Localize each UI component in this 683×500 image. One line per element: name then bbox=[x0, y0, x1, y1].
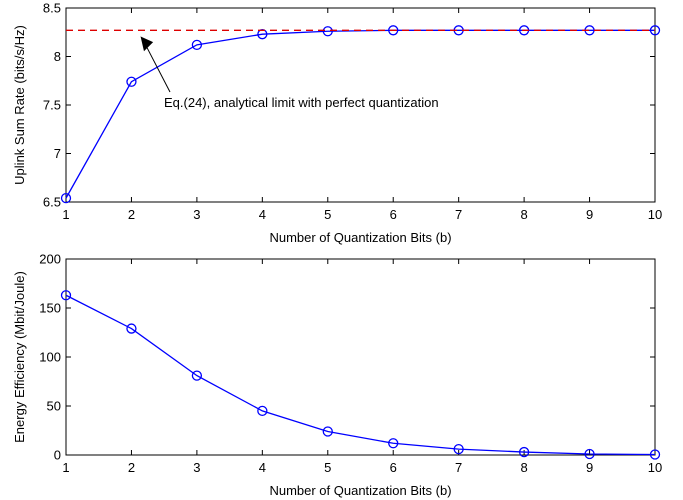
x-tick-label: 1 bbox=[62, 460, 69, 475]
y-tick-label: 8.5 bbox=[43, 1, 61, 16]
y-axis-label: Uplink Sum Rate (bits/s/Hz) bbox=[12, 25, 27, 185]
y-tick-label: 7 bbox=[54, 146, 61, 161]
data-point bbox=[126, 76, 137, 87]
x-tick-label: 8 bbox=[520, 460, 527, 475]
data-point bbox=[257, 405, 268, 417]
data-point bbox=[191, 370, 203, 381]
x-tick-label: 10 bbox=[648, 207, 662, 222]
y-tick-label: 6.5 bbox=[43, 195, 61, 210]
x-tick-label: 7 bbox=[455, 460, 462, 475]
x-tick-label: 5 bbox=[324, 207, 331, 222]
annotation-text: Eq.(24), analytical limit with perfect q… bbox=[164, 95, 439, 110]
annotation: Eq.(24), analytical limit with perfect q… bbox=[140, 36, 439, 110]
annotation-arrow-head bbox=[140, 36, 154, 52]
x-tick-labels: 1 2 3 4 5 6 7 8 9 10 bbox=[62, 460, 662, 475]
data-point bbox=[388, 25, 399, 36]
series-line bbox=[65, 294, 656, 456]
data-point bbox=[322, 426, 333, 437]
data-point bbox=[60, 290, 72, 301]
y-tick-label: 8 bbox=[54, 49, 61, 64]
axis-ticks bbox=[65, 258, 656, 456]
annotation-arrow-line bbox=[143, 42, 171, 93]
x-tick-label: 1 bbox=[62, 207, 69, 222]
data-point bbox=[126, 323, 137, 334]
x-tick-label: 6 bbox=[390, 207, 397, 222]
y-tick-label: 100 bbox=[39, 350, 61, 365]
x-tick-label: 4 bbox=[259, 207, 266, 222]
x-tick-label: 4 bbox=[259, 460, 266, 475]
plot-frame bbox=[65, 258, 656, 456]
x-tick-label: 3 bbox=[193, 460, 200, 475]
sum-rate-chart: 1 2 3 4 5 6 7 8 9 10 6.5 7 7.5 8 8.5 Number of Quanti… bbox=[12, 1, 662, 246]
data-point bbox=[649, 449, 661, 460]
energy-efficiency-chart: 1 2 3 4 5 6 7 8 9 10 0 50 100 150 200 Number of Quant… bbox=[12, 252, 662, 499]
x-tick-label: 3 bbox=[193, 207, 200, 222]
data-point bbox=[584, 448, 595, 460]
y-tick-labels: 0 50 100 150 200 bbox=[39, 252, 61, 463]
data-point bbox=[322, 26, 333, 37]
x-tick-label: 8 bbox=[520, 207, 527, 222]
x-tick-label: 5 bbox=[324, 460, 331, 475]
x-tick-label: 2 bbox=[128, 207, 135, 222]
data-point bbox=[388, 438, 399, 449]
x-axis-label: Number of Quantization Bits (b) bbox=[269, 230, 451, 245]
x-axis-label: Number of Quantization Bits (b) bbox=[269, 483, 451, 498]
x-tick-label: 7 bbox=[455, 207, 462, 222]
y-tick-label: 7.5 bbox=[43, 98, 61, 113]
x-tick-labels: 1 2 3 4 5 6 7 8 9 10 bbox=[62, 207, 662, 222]
series-line bbox=[65, 29, 655, 199]
data-point bbox=[453, 443, 464, 455]
data-point bbox=[518, 446, 530, 458]
x-tick-label: 9 bbox=[586, 207, 593, 222]
x-tick-label: 10 bbox=[648, 460, 662, 475]
y-tick-label: 50 bbox=[47, 399, 61, 414]
y-tick-label: 200 bbox=[39, 252, 61, 267]
x-tick-label: 6 bbox=[390, 460, 397, 475]
y-axis-label: Energy Efficiency (Mbit/Joule) bbox=[12, 271, 27, 443]
y-tick-label: 0 bbox=[54, 448, 61, 463]
data-point bbox=[649, 25, 661, 36]
data-point bbox=[191, 39, 203, 51]
data-point bbox=[60, 192, 72, 204]
y-tick-label: 150 bbox=[39, 301, 61, 316]
x-tick-label: 2 bbox=[128, 460, 135, 475]
x-tick-label: 9 bbox=[586, 460, 593, 475]
y-tick-labels: 6.5 7 7.5 8 8.5 bbox=[43, 1, 61, 210]
series-group bbox=[60, 25, 661, 204]
series-group bbox=[60, 290, 661, 460]
axis-ticks bbox=[65, 7, 656, 203]
